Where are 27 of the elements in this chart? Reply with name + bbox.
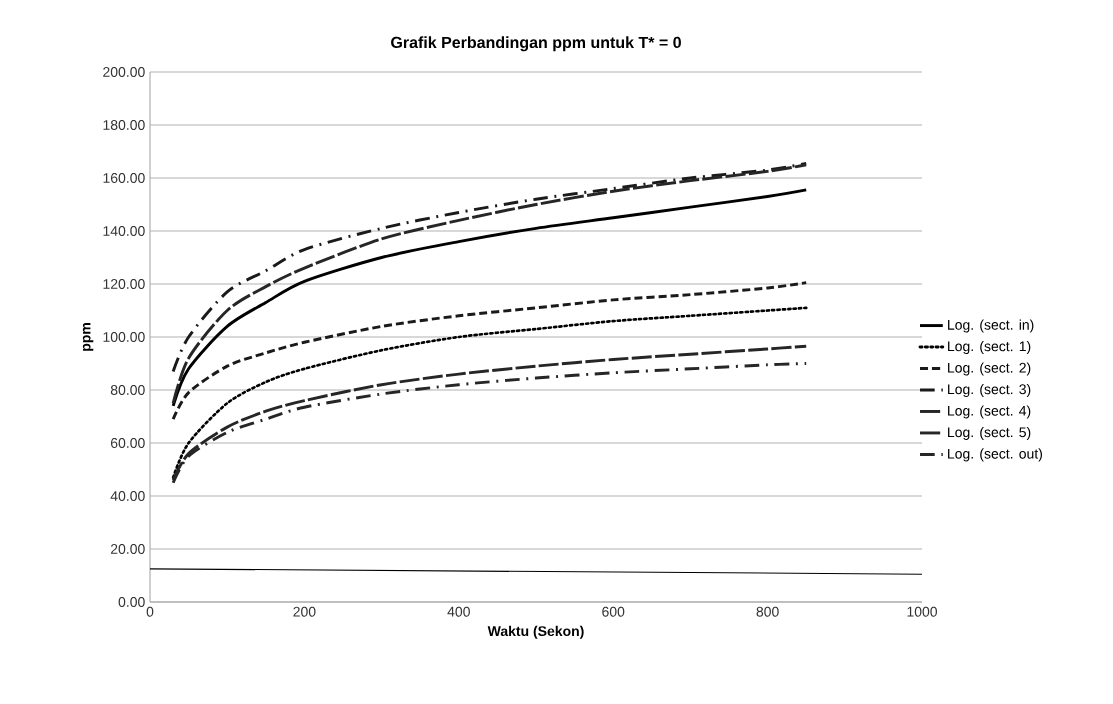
y-tick-label: 140.00 [103, 226, 145, 236]
y-tick-label: 20.00 [110, 544, 145, 554]
y-tick-label: 100.00 [103, 332, 145, 342]
y-axis-title: ppm [82, 323, 94, 351]
legend-label: Log. (sect. 3) [948, 383, 1031, 397]
x-tick-label: 400 [447, 606, 470, 617]
x-tick-label: 0 [146, 606, 154, 617]
y-tick-label: 160.00 [103, 173, 145, 183]
y-tick-label: 80.00 [110, 385, 145, 395]
x-axis-title: Waktu (Sekon) [487, 625, 584, 639]
legend-label: Log. (sect. 1) [948, 340, 1031, 355]
x-tick-label: 200 [293, 606, 316, 617]
x-tick-label: 600 [602, 606, 625, 617]
chart-title: Grafik Perbandingan ppm untuk T* = 0 [391, 36, 681, 52]
y-tick-label: 120.00 [103, 279, 145, 289]
y-tick-label: 60.00 [110, 438, 145, 448]
x-tick-label: 800 [756, 606, 779, 617]
y-tick-label: 0.00 [118, 597, 145, 607]
x-tick-label: 1000 [907, 606, 938, 617]
y-tick-label: 180.00 [103, 120, 145, 130]
legend-label: Log. (sect. in) [948, 319, 1034, 333]
legend-label: Log. (sect. out) [948, 448, 1042, 462]
y-tick-label: 200.00 [103, 67, 145, 77]
legend-label: Log. (sect. 5) [948, 426, 1031, 440]
y-tick-label: 40.00 [110, 491, 145, 501]
legend-label: Log. (sect. 4) [948, 405, 1031, 419]
legend-label: Log. (sect. 2) [948, 362, 1031, 376]
